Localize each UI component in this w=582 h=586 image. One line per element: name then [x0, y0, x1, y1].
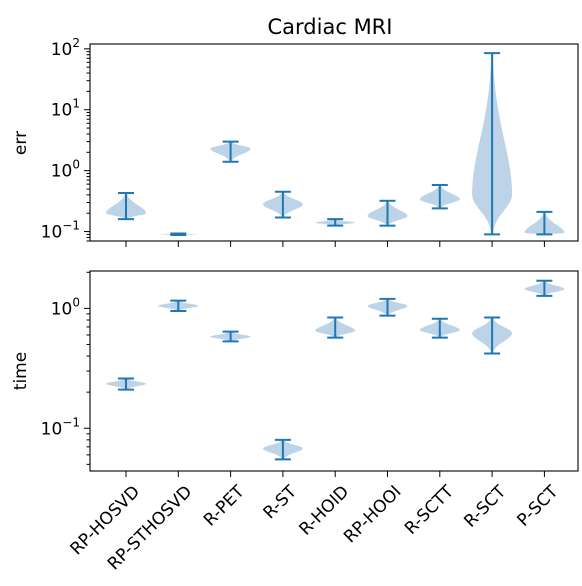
y-tick-exponent: −1	[62, 415, 80, 429]
chart-title: Cardiac MRI	[268, 15, 393, 39]
y-tick-label: 10−1	[41, 219, 80, 243]
time-axis-label: time	[11, 352, 31, 390]
y-tick-exponent: −1	[62, 219, 80, 233]
y-tick-base: 10	[41, 419, 63, 439]
x-tick-label: R-SCT	[460, 481, 510, 531]
y-tick-base: 10	[51, 101, 73, 121]
err-axes-frame	[89, 43, 579, 242]
y-tick-label: 10−1	[41, 415, 80, 439]
y-tick-base: 10	[51, 162, 73, 182]
x-tick-label: RP-HOOI	[340, 482, 405, 547]
x-tick-label: R-ST	[260, 481, 302, 523]
err-axis-label: err	[11, 131, 31, 155]
time-axes-frame	[89, 270, 579, 472]
y-tick-base: 10	[41, 223, 63, 243]
y-tick-exponent: 0	[72, 158, 80, 172]
x-tick-label: R-PET	[200, 481, 249, 530]
x-tick-label: P-SCT	[514, 481, 563, 530]
y-tick-exponent: 2	[72, 36, 80, 50]
y-tick-label: 102	[51, 36, 80, 60]
y-tick-exponent: 1	[72, 97, 80, 111]
y-tick-label: 101	[51, 97, 80, 121]
x-tick-label: R-SCTT	[401, 481, 458, 538]
y-tick-exponent: 0	[72, 295, 80, 309]
y-tick-label: 100	[51, 295, 80, 319]
y-tick-base: 10	[51, 40, 73, 60]
y-tick-label: 100	[51, 158, 80, 182]
y-tick-base: 10	[51, 299, 73, 319]
